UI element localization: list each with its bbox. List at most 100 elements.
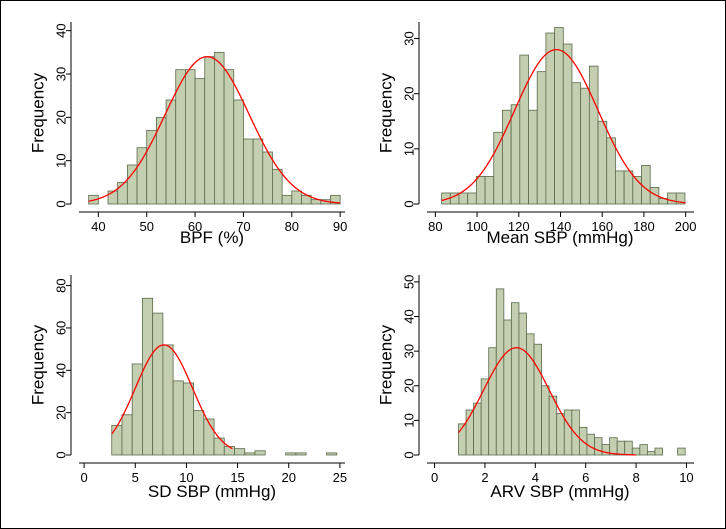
x-axis-title: Mean SBP (mmHg)	[486, 228, 633, 247]
histogram-bar	[528, 109, 538, 205]
x-tick-label: 0	[80, 470, 87, 485]
histogram-bar	[667, 192, 677, 205]
normal-fit-curve	[441, 48, 686, 204]
histogram-bar	[295, 452, 307, 456]
panel-bpf: 0 10 20 30 40 40 50 60 70 80 90 BPF (%) Frequency	[29, 22, 347, 247]
x-axis-title: ARV SBP (mmHg)	[490, 482, 629, 501]
histogram-bar	[510, 302, 520, 456]
histogram-bar	[623, 170, 634, 205]
histogram-bar	[244, 452, 256, 456]
histogram-bar	[545, 32, 556, 205]
x-tick-label: 0	[431, 470, 438, 485]
x-tick-label: 80	[428, 219, 442, 234]
histogram-bar	[117, 181, 128, 205]
x-tick-label: 10	[679, 470, 693, 485]
histogram-bar	[641, 164, 651, 205]
histogram-bar	[493, 131, 503, 205]
y-tick-label: 0	[54, 200, 69, 207]
y-tick-label: 30	[54, 67, 69, 81]
histogram-bar	[223, 446, 235, 456]
y-tick-label: 30	[402, 344, 417, 358]
x-tick-label: 25	[333, 470, 347, 485]
histogram-bar	[480, 378, 490, 456]
histogram-bar	[647, 451, 656, 456]
x-tick-label: 8	[632, 470, 639, 485]
y-axis-title: Frequency	[29, 324, 48, 405]
y-tick-label: 10	[402, 413, 417, 427]
y-tick-label: 40	[402, 309, 417, 323]
histogram-bar	[495, 288, 505, 456]
histogram-bar	[677, 447, 686, 456]
histogram-bar	[556, 413, 565, 456]
histogram-bar	[121, 414, 133, 456]
y-tick-label: 20	[402, 379, 417, 393]
histogram-bar	[193, 410, 205, 456]
histogram-bar	[649, 187, 660, 205]
y-tick-label: 50	[402, 275, 417, 289]
x-tick-label: 90	[333, 219, 347, 234]
y-axis-title: Frequency	[377, 324, 396, 405]
histogram-bar	[131, 363, 143, 456]
histogram-bar	[285, 452, 297, 456]
histogram-bar	[597, 120, 608, 205]
histogram-bar	[214, 51, 225, 205]
histogram-bar	[519, 54, 529, 205]
histogram-bar	[536, 71, 547, 205]
x-tick-label: 70	[236, 219, 250, 234]
histogram-bar	[488, 347, 497, 456]
histogram-bar	[136, 147, 148, 205]
x-axis-title: BPF (%)	[180, 228, 244, 247]
histogram-bar	[326, 452, 338, 456]
histogram-bar	[252, 138, 264, 205]
y-axis-title: Frequency	[29, 72, 48, 153]
histogram-bar	[502, 109, 512, 205]
histogram-bar	[533, 343, 543, 456]
x-tick-label: 160	[591, 219, 613, 234]
histogram-bar	[571, 82, 582, 205]
histogram-bar	[615, 170, 625, 205]
histogram-bar	[111, 424, 123, 456]
histogram-bar	[184, 69, 196, 205]
histogram-bar	[639, 444, 648, 456]
panel-arv-sbp: 0 10 20 30 40 50 0 2 4 6 8 10 ARV SBP (mmHg) Frequenc…	[377, 275, 694, 501]
histogram-bar	[503, 319, 512, 456]
y-tick-label: 30	[402, 31, 417, 45]
y-tick-label: 0	[402, 451, 417, 458]
y-tick-label: 40	[54, 23, 69, 37]
histogram-bar	[475, 176, 486, 205]
histogram-bar	[526, 333, 535, 456]
histogram-bar	[172, 380, 184, 456]
y-tick-label: 40	[54, 363, 69, 377]
normal-fit-curve	[457, 347, 637, 456]
histogram-bar	[510, 104, 521, 205]
histogram-bar	[126, 164, 138, 205]
histogram-bar	[624, 440, 633, 456]
y-tick-label: 10	[402, 142, 417, 156]
histogram-bar	[223, 69, 235, 205]
histogram-bar	[588, 65, 599, 205]
histogram-bar	[281, 194, 293, 205]
histogram-bar	[142, 297, 154, 456]
histogram-bar	[654, 447, 663, 456]
x-tick-label: 40	[91, 219, 105, 234]
x-tick-label: 2	[481, 470, 488, 485]
y-tick-label: 0	[402, 200, 417, 207]
y-tick-label: 0	[54, 451, 69, 458]
histogram-bar	[254, 450, 266, 456]
histogram-bar	[594, 437, 603, 456]
histogram-bar	[606, 137, 616, 205]
x-tick-label: 200	[675, 219, 697, 234]
y-tick-label: 60	[54, 321, 69, 335]
histogram-bar	[330, 194, 341, 205]
histogram-bar	[107, 190, 119, 205]
y-tick-label: 20	[54, 405, 69, 419]
histogram-bar	[563, 409, 573, 456]
normal-fit-curve	[111, 344, 233, 450]
x-tick-label: 80	[285, 219, 299, 234]
histogram-bar	[194, 77, 206, 205]
normal-fit-curve	[88, 56, 341, 204]
y-tick-label: 20	[402, 86, 417, 100]
x-tick-label: 10	[179, 470, 193, 485]
histogram-bar	[234, 448, 246, 456]
histogram-bar	[458, 192, 469, 205]
